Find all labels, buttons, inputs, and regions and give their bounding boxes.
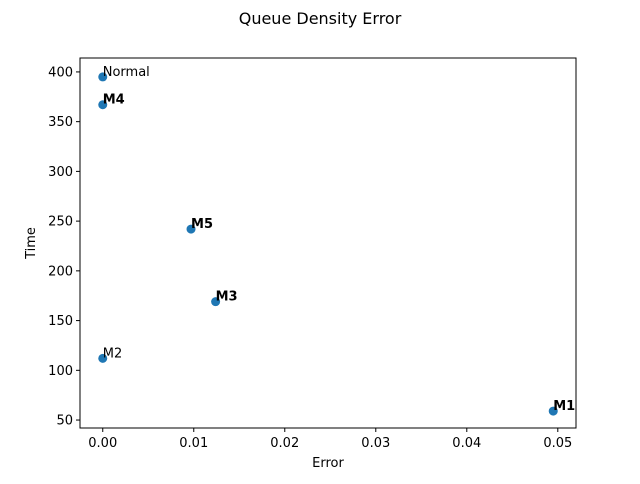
point-label: M1 xyxy=(553,399,575,414)
y-axis-ticks: 50 100 150 200 250 300 350 400 xyxy=(48,65,80,429)
point-label: Normal xyxy=(103,65,150,80)
x-tick-label: 0.05 xyxy=(543,436,572,451)
point-label: M5 xyxy=(191,217,213,232)
y-tick-label: 200 xyxy=(48,264,73,279)
data-point xyxy=(98,72,108,82)
point-label: M4 xyxy=(103,93,125,108)
data-point xyxy=(98,100,108,110)
point-label: M3 xyxy=(216,290,238,305)
y-tick-label: 400 xyxy=(48,65,73,80)
x-tick-label: 0.04 xyxy=(452,436,481,451)
chart-title: Queue Density Error xyxy=(239,9,402,28)
point-labels-layer: Normal M4 M5 M3 M2 M1 xyxy=(103,65,575,414)
y-tick-label: 50 xyxy=(56,414,73,429)
point-label: M2 xyxy=(103,346,123,361)
x-tick-label: 0.00 xyxy=(88,436,117,451)
x-tick-label: 0.02 xyxy=(270,436,299,451)
y-tick-label: 150 xyxy=(48,314,73,329)
y-tick-label: 250 xyxy=(48,215,73,230)
x-axis-label: Error xyxy=(312,456,344,471)
x-axis-ticks: 0.00 0.01 0.02 0.03 0.04 0.05 xyxy=(88,428,572,451)
data-point xyxy=(186,224,196,234)
y-axis-label: Time xyxy=(24,227,39,260)
points-layer xyxy=(98,72,558,416)
y-tick-label: 350 xyxy=(48,115,73,130)
data-point xyxy=(548,406,558,416)
y-tick-label: 100 xyxy=(48,364,73,379)
data-point xyxy=(98,353,108,363)
data-point xyxy=(211,297,221,307)
x-tick-label: 0.03 xyxy=(361,436,390,451)
plot-frame xyxy=(79,57,577,429)
y-tick-label: 300 xyxy=(48,165,73,180)
x-tick-label: 0.01 xyxy=(179,436,208,451)
